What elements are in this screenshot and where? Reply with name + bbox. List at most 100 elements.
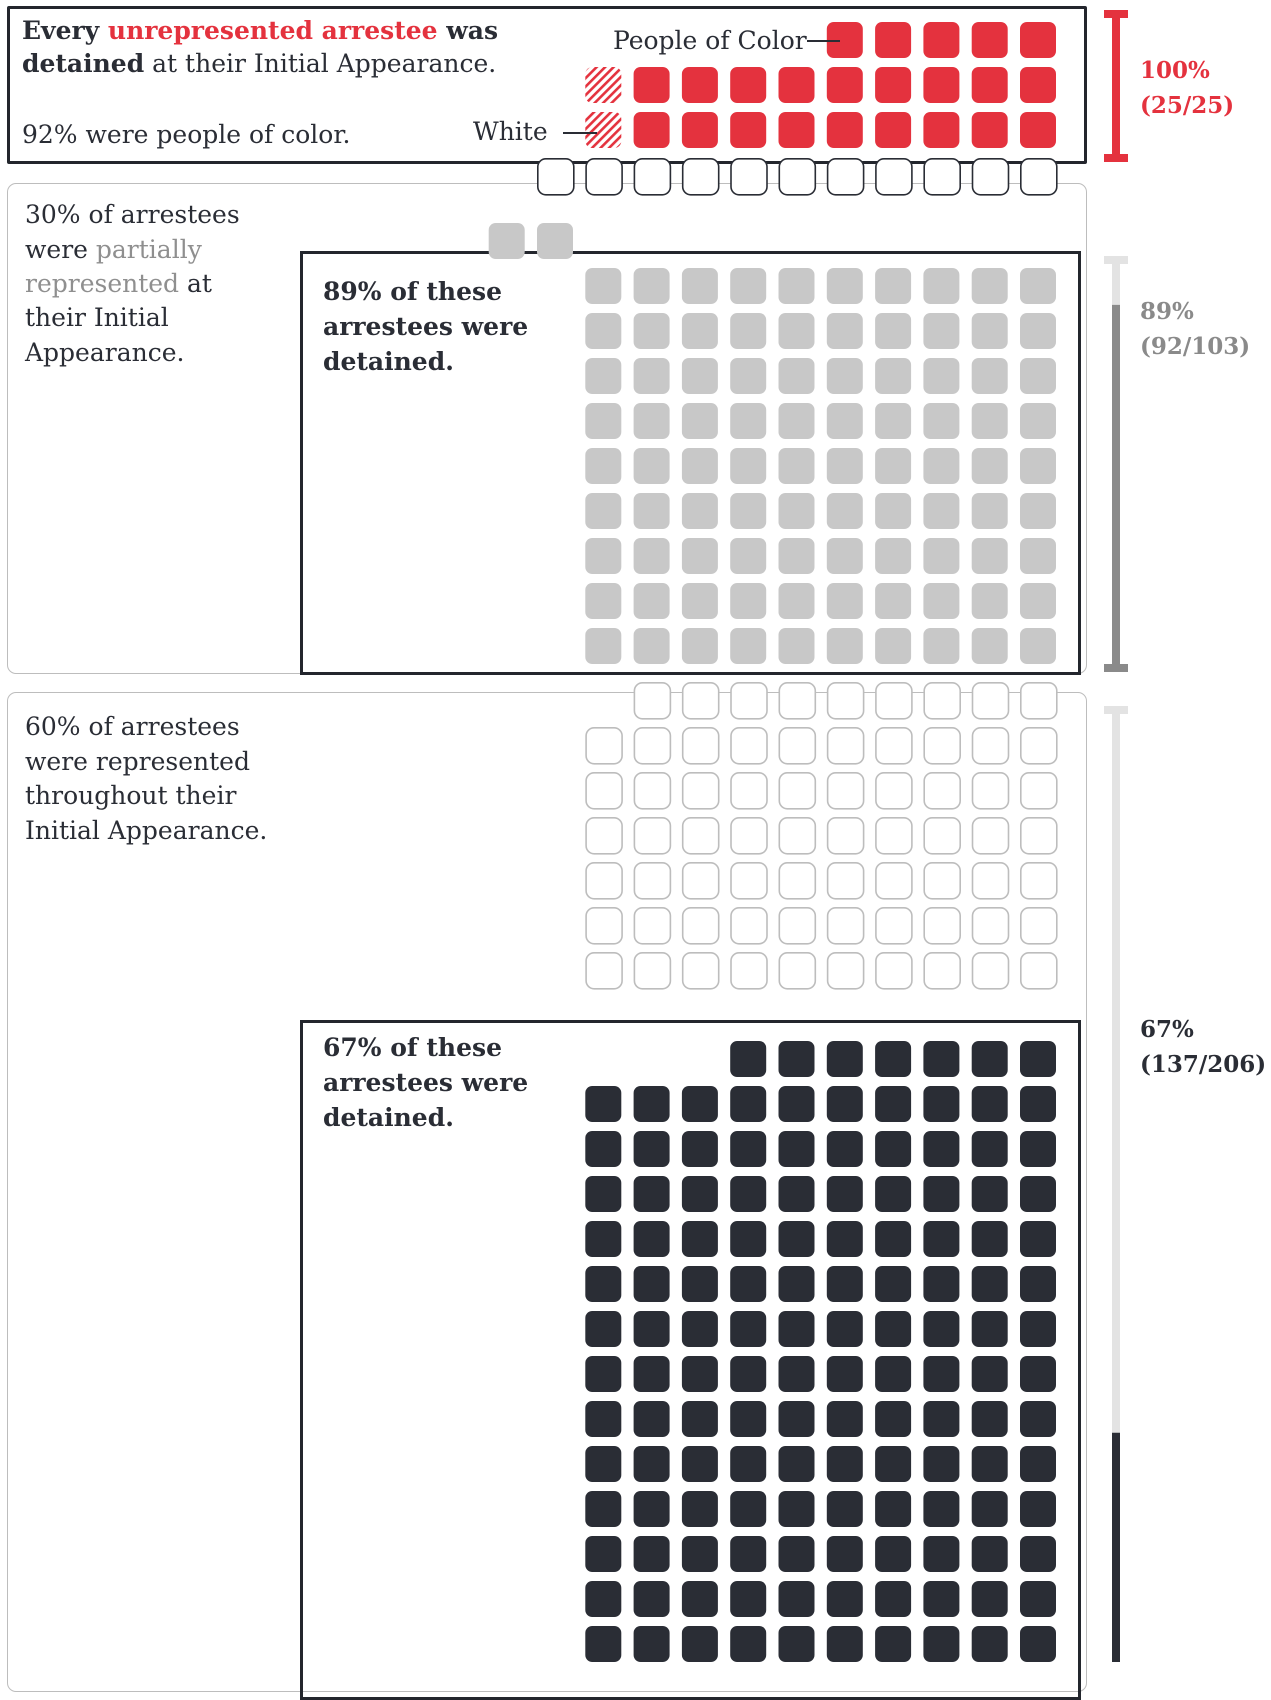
waffle-cell-poc xyxy=(681,67,718,103)
waffle-cell-partial-not-detained xyxy=(730,158,768,196)
partial-text-were: were xyxy=(25,235,96,264)
waffle-cell-represented-detained xyxy=(826,1626,863,1662)
waffle-cell-represented-detained xyxy=(778,1266,815,1302)
waffle-cell-represented-not-detained xyxy=(826,861,865,900)
waffle-cell-represented-detained xyxy=(875,1356,912,1392)
waffle-cell-partial-detained xyxy=(585,313,622,349)
waffle-cell-partial-detained xyxy=(778,448,815,484)
waffle-cell-partial-detained xyxy=(826,448,863,484)
waffle-cell-partial-detained xyxy=(826,358,863,394)
waffle-cell-represented-detained xyxy=(633,1266,670,1302)
waffle-cell-represented-not-detained xyxy=(1019,726,1058,765)
headline-bold-detained: detained xyxy=(22,49,145,78)
waffle-cell-represented-not-detained xyxy=(778,951,817,990)
waffle-cell-represented-detained xyxy=(633,1356,670,1392)
waffle-cell-partial-detained xyxy=(585,358,622,394)
waffle-cell-represented-not-detained xyxy=(1019,906,1058,945)
waffle-cell-represented-detained xyxy=(826,1086,863,1122)
waffle-cell-represented-detained xyxy=(923,1401,960,1437)
waffle-cell-represented-detained xyxy=(585,1356,622,1392)
waffle-cell-represented-not-detained xyxy=(1019,816,1058,855)
waffle-cell-white xyxy=(585,112,622,148)
waffle-cell-poc xyxy=(826,67,863,103)
waffle-cell-represented-detained xyxy=(923,1266,960,1302)
waffle-cell-represented-not-detained xyxy=(923,816,962,855)
waffle-cell-represented-not-detained xyxy=(730,771,768,810)
waffle-cell-represented-not-detained xyxy=(730,681,768,720)
waffle-cell-poc xyxy=(923,112,960,148)
waffle-cell-partial-not-detained xyxy=(681,158,720,196)
waffle-cell-partial-detained xyxy=(923,448,960,484)
waffle-cell-represented-detained xyxy=(875,1131,912,1167)
waffle-cell-partial-detained xyxy=(633,313,670,349)
waffle-cell-partial-detained xyxy=(778,628,815,664)
waffle-cell-represented-detained xyxy=(1020,1131,1056,1167)
waffle-cell-partial-not-detained xyxy=(778,158,817,196)
waffle-cell-represented-detained xyxy=(1020,1176,1056,1212)
waffle-cell-represented-detained xyxy=(585,1311,622,1347)
waffle-cell-represented-not-detained xyxy=(1019,681,1058,720)
waffle-cell-represented-detained xyxy=(633,1626,670,1662)
unrepresented-headline-line-2: detained at their Initial Appearance. xyxy=(22,46,496,81)
waffle-cell-represented-detained xyxy=(1020,1356,1056,1392)
waffle-cell-represented-not-detained xyxy=(923,906,962,945)
represented-text-line-4: Initial Appearance. xyxy=(25,816,268,845)
partial-detained-text-2: arrestees were xyxy=(323,312,529,341)
waffle-cell-represented-detained xyxy=(778,1536,815,1572)
waffle-cell-partial-detained xyxy=(778,313,815,349)
waffle-cell-represented-detained xyxy=(778,1176,815,1212)
waffle-cell-partial-detained xyxy=(633,493,670,529)
waffle-cell-represented-not-detained xyxy=(971,816,1010,855)
waffle-cell-represented-detained xyxy=(826,1041,863,1077)
waffle-cell-represented-detained xyxy=(730,1626,767,1662)
waffle-cell-partial-detained xyxy=(923,403,960,439)
waffle-cell-represented-detained xyxy=(730,1401,767,1437)
waffle-cell-partial-detained xyxy=(923,628,960,664)
waffle-cell-represented-detained xyxy=(971,1626,1008,1662)
waffle-cell-represented-not-detained xyxy=(730,816,768,855)
waffle-cell-represented-detained xyxy=(875,1626,912,1662)
waffle-cell-partial-detained xyxy=(971,628,1008,664)
waffle-cell-partial-detained xyxy=(1020,448,1056,484)
waffle-cell-represented-detained xyxy=(875,1536,912,1572)
waffle-cell-represented-detained xyxy=(1020,1221,1056,1257)
waffle-cell-represented-detained xyxy=(971,1266,1008,1302)
waffle-cell-represented-detained xyxy=(875,1401,912,1437)
waffle-cell-partial-detained xyxy=(1020,583,1056,619)
waffle-cell-partial-not-detained xyxy=(633,158,672,196)
waffle-cell-represented-detained xyxy=(681,1581,718,1617)
waffle-cell-represented-detained xyxy=(778,1311,815,1347)
waffle-cell-represented-not-detained xyxy=(875,816,913,855)
waffle-cell-represented-detained xyxy=(826,1221,863,1257)
waffle-cell-partial-detained xyxy=(681,403,718,439)
waffle-cell-partial-not-detained xyxy=(536,158,575,196)
waffle-cell-partial-detained xyxy=(730,538,767,574)
represented-detained-text-1: 67% of these xyxy=(323,1033,502,1062)
waffle-cell-represented-not-detained xyxy=(633,906,672,945)
waffle-cell-represented-detained xyxy=(681,1446,718,1482)
waffle-cell-partial-not-detained xyxy=(875,158,913,196)
partial-stat-frac: (92/103) xyxy=(1140,333,1251,360)
waffle-cell-partial-detained xyxy=(971,493,1008,529)
waffle-cell-partial-not-detained xyxy=(923,158,962,196)
waffle-cell-represented-not-detained xyxy=(730,951,768,990)
waffle-cell-represented-detained xyxy=(681,1626,718,1662)
waffle-cell-partial-detained xyxy=(875,268,912,304)
waffle-cell-represented-detained xyxy=(778,1446,815,1482)
waffle-cell-partial-detained xyxy=(681,493,718,529)
waffle-cell-represented-detained xyxy=(1020,1086,1056,1122)
unrepresented-subtext: 92% were people of color. xyxy=(22,120,351,149)
waffle-cell-represented-detained xyxy=(1020,1446,1056,1482)
waffle-cell-represented-not-detained xyxy=(923,771,962,810)
waffle-cell-represented-detained xyxy=(1020,1491,1056,1527)
waffle-cell-partial-detained xyxy=(923,268,960,304)
waffle-cell-poc xyxy=(875,22,912,58)
waffle-cell-partial-detained xyxy=(826,583,863,619)
waffle-cell-represented-detained xyxy=(633,1131,670,1167)
represented-text-line-1: 60% of arrestees xyxy=(25,712,240,741)
waffle-cell-represented-detained xyxy=(923,1536,960,1572)
waffle-cell-partial-detained xyxy=(875,583,912,619)
waffle-cell-represented-detained xyxy=(681,1221,718,1257)
waffle-cell-represented-detained xyxy=(826,1131,863,1167)
waffle-cell-represented-detained xyxy=(1020,1581,1056,1617)
